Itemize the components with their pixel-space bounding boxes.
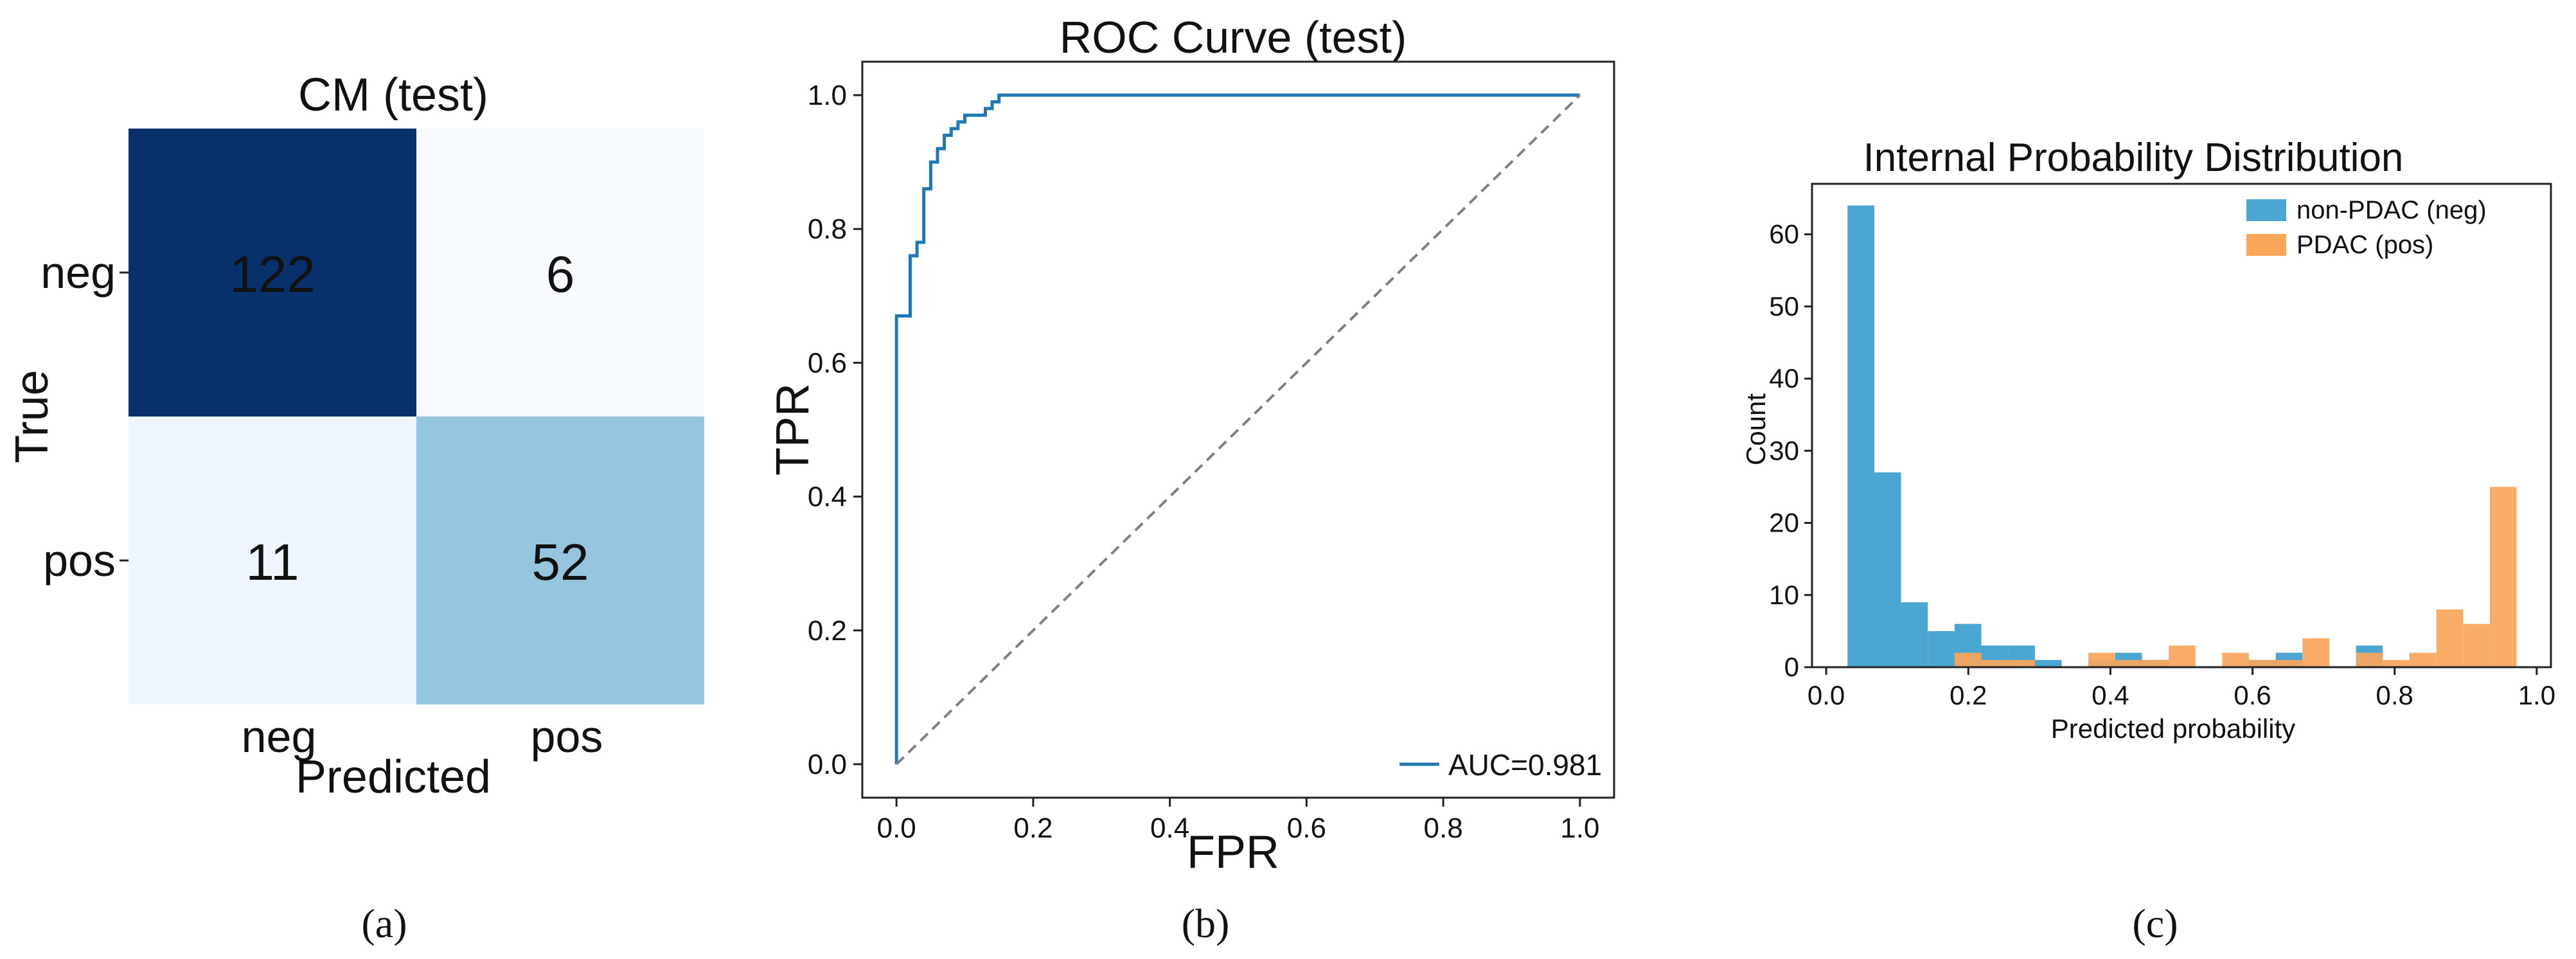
hist-y-tick-label: 10 <box>1769 580 1799 610</box>
cm-cells: 122 6 11 52 <box>129 129 704 704</box>
hist-xlabel: Predicted probability <box>2051 713 2296 744</box>
cm-x-tick-label: pos <box>531 712 603 762</box>
hist-plot-frame <box>1811 183 2552 668</box>
bar-pdac <box>2275 659 2303 667</box>
bar-non-pdac <box>1901 602 1928 667</box>
histogram-bars <box>1847 205 2517 667</box>
bar-pdac <box>2302 638 2329 667</box>
roc-x-tick-label: 1.0 <box>1560 812 1599 844</box>
hist-x-tick-label: 0.8 <box>2376 680 2413 710</box>
cm-ylabel: True <box>6 370 58 463</box>
cm-cell <box>416 129 704 417</box>
bar-non-pdac <box>1928 631 1955 667</box>
bar-pdac <box>1981 659 2009 667</box>
bar-pdac <box>2142 659 2169 667</box>
legend-label-non-pdac: non-PDAC (neg) <box>2296 196 2487 224</box>
hist-x-tick-label: 1.0 <box>2518 680 2555 710</box>
cm-y-tick-label: neg <box>40 247 116 298</box>
roc-x-tick-label: 0.4 <box>1150 812 1189 844</box>
cm-ticks: neg pos neg pos <box>40 247 603 762</box>
roc-y-tick-label: 0.8 <box>808 213 847 245</box>
bar-pdac <box>2249 659 2276 667</box>
hist-y-tick-label: 30 <box>1769 435 1799 465</box>
panel-label-c: (c) <box>2132 901 2178 946</box>
bar-pdac <box>2169 645 2196 667</box>
bar-pdac <box>1954 652 1982 667</box>
roc-lines <box>894 93 1581 766</box>
hist-y-tick-label: 0 <box>1784 652 1799 682</box>
hist-x-tick-label: 0.4 <box>2092 680 2129 710</box>
chance-diagonal-line <box>895 94 1581 766</box>
hist-title: Internal Probability Distribution <box>1863 136 2404 180</box>
hist-ylabel: Count <box>1741 393 1771 465</box>
bar-non-pdac <box>1847 205 1874 667</box>
panel-label-b: (b) <box>1182 901 1230 946</box>
roc-x-tick-label: 0.0 <box>877 812 916 844</box>
hist-ticks: 0.0 0.2 0.4 0.6 0.8 1.0 0 10 20 30 40 50 60 <box>1769 219 2555 710</box>
roc-x-tick-label: 0.8 <box>1424 812 1463 844</box>
hist-legend: non-PDAC (neg) PDAC (pos) <box>2246 196 2487 259</box>
bar-non-pdac <box>1874 472 1901 667</box>
histogram-panel: Internal Probability Distribution 0.0 0.2… <box>1741 136 2555 946</box>
bar-non-pdac <box>2034 659 2062 667</box>
roc-y-tick-label: 0.4 <box>808 481 847 513</box>
roc-y-tick-label: 0.6 <box>808 347 847 379</box>
cm-title: CM (test) <box>298 69 488 121</box>
roc-title: ROC Curve (test) <box>1060 12 1407 62</box>
cm-cell <box>129 129 416 417</box>
roc-ticks: 0.0 0.2 0.4 0.6 0.8 1.0 0.0 0.2 0.4 0.6 0.8 1.0 <box>808 80 1600 844</box>
bar-pdac <box>2383 659 2410 667</box>
bar-pdac <box>2356 652 2383 667</box>
confusion-matrix-panel: CM (test) 122 6 11 52 neg pos neg pos Predicte… <box>6 69 704 946</box>
legend-label-pdac: PDAC (pos) <box>2296 231 2433 259</box>
bar-pdac <box>2489 487 2517 667</box>
legend-swatch-non-pdac <box>2246 199 2286 221</box>
hist-y-tick-label: 50 <box>1769 291 1799 321</box>
roc-legend: AUC=0.981 <box>1399 748 1602 782</box>
cm-cell-value: 11 <box>245 533 299 591</box>
cm-cell <box>129 417 416 704</box>
cm-x-tick-label: neg <box>242 712 317 762</box>
cm-xlabel: Predicted <box>296 751 491 803</box>
bar-pdac <box>2409 652 2437 667</box>
bar-pdac <box>2115 659 2142 667</box>
roc-x-tick-label: 0.2 <box>1013 812 1053 844</box>
bar-pdac <box>2222 652 2250 667</box>
legend-swatch-pdac <box>2246 234 2286 256</box>
cm-y-tick-label: pos <box>43 535 116 586</box>
roc-curve-line <box>894 93 1580 764</box>
roc-y-tick-label: 0.0 <box>808 749 847 780</box>
cm-cell <box>416 417 704 704</box>
bar-pdac <box>2088 652 2115 667</box>
hist-y-tick-label: 40 <box>1769 363 1799 393</box>
panel-label-a: (a) <box>361 901 407 946</box>
hist-x-tick-label: 0.0 <box>1808 680 1845 710</box>
cm-cell-value: 122 <box>229 246 315 303</box>
hist-y-tick-label: 60 <box>1769 219 1799 249</box>
hist-y-tick-label: 20 <box>1769 508 1799 538</box>
roc-y-tick-label: 0.2 <box>808 615 847 647</box>
roc-x-tick-label: 0.6 <box>1287 812 1326 844</box>
cm-cell-value: 6 <box>546 246 575 303</box>
hist-x-tick-label: 0.6 <box>2234 680 2271 710</box>
bar-pdac <box>2008 659 2035 667</box>
bar-pdac <box>2436 609 2464 667</box>
roc-plot-frame <box>861 60 1615 799</box>
roc-y-tick-label: 1.0 <box>808 80 847 111</box>
roc-panel: ROC Curve (test) 0.0 0.2 0.4 0.6 0.8 1.00.00.… <box>767 12 1615 946</box>
hist-x-tick-label: 0.2 <box>1950 680 1987 710</box>
roc-xlabel: FPR <box>1187 827 1279 878</box>
roc-legend-label: AUC=0.981 <box>1448 748 1602 782</box>
bar-pdac <box>2463 623 2490 667</box>
roc-ylabel: TPR <box>767 383 819 476</box>
cm-cell-value: 52 <box>532 533 589 591</box>
